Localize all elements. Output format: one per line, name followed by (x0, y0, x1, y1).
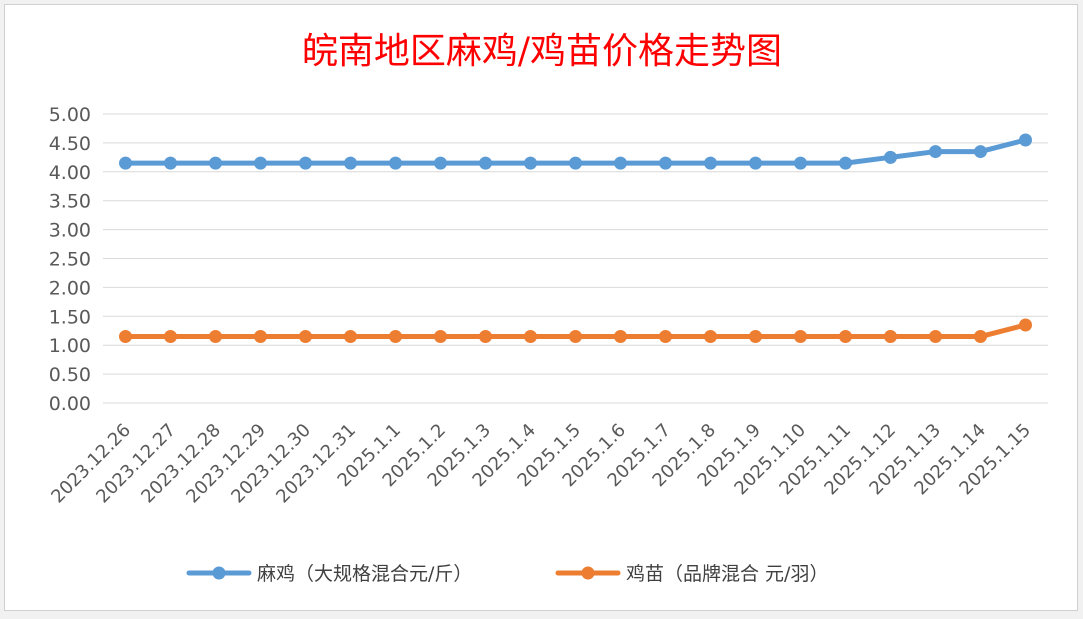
y-tick-label: 2.00 (49, 277, 91, 299)
data-point[interactable] (704, 156, 717, 170)
legend-item[interactable]: 麻鸡（大规格混合元/斤） (186, 563, 472, 585)
data-point[interactable] (569, 330, 582, 344)
x-axis-ticks: 2023.12.262023.12.272023.12.282023.12.29… (47, 420, 1035, 508)
data-point[interactable] (884, 330, 897, 344)
data-point[interactable] (209, 156, 222, 170)
y-tick-label: 1.50 (49, 306, 91, 328)
data-point[interactable] (389, 156, 402, 170)
series-2 (119, 318, 1032, 344)
data-point[interactable] (299, 156, 312, 170)
data-point[interactable] (479, 330, 492, 344)
y-axis-ticks: 0.00 0.50 1.00 1.50 2.00 2.50 3.00 3.50 4.00 4.50… (49, 104, 91, 415)
y-tick-label: 4.50 (49, 133, 91, 155)
data-point[interactable] (884, 150, 897, 164)
y-tick-label: 3.00 (49, 220, 91, 242)
data-point[interactable] (704, 330, 717, 344)
data-point[interactable] (794, 330, 807, 344)
data-point[interactable] (524, 330, 537, 344)
data-point[interactable] (749, 156, 762, 170)
data-point[interactable] (839, 156, 852, 170)
data-point[interactable] (344, 156, 357, 170)
data-point[interactable] (524, 156, 537, 170)
data-point[interactable] (749, 330, 762, 344)
data-point[interactable] (434, 156, 447, 170)
legend-label: 鸡苗（品牌混合 元/羽） (626, 563, 828, 585)
data-point[interactable] (254, 156, 267, 170)
data-point[interactable] (164, 330, 177, 344)
y-tick-label: 5.00 (49, 104, 91, 126)
data-point[interactable] (209, 330, 222, 344)
data-point[interactable] (1019, 318, 1032, 332)
chart-area[interactable]: 皖南地区麻鸡/鸡苗价格走势图 0.00 0.50 1.00 1.50 2.00 2.50 3… (4, 4, 1078, 611)
legend-marker (212, 566, 226, 580)
data-point[interactable] (974, 145, 987, 159)
data-point[interactable] (839, 330, 852, 344)
legend-label: 麻鸡（大规格混合元/斤） (257, 563, 472, 585)
data-point[interactable] (164, 156, 177, 170)
data-point[interactable] (659, 156, 672, 170)
y-tick-label: 4.00 (49, 162, 91, 184)
series-1 (119, 133, 1032, 170)
chart-title: 皖南地区麻鸡/鸡苗价格走势图 (302, 31, 782, 72)
line-chart: 皖南地区麻鸡/鸡苗价格走势图 0.00 0.50 1.00 1.50 2.00 2.50 3… (47, 31, 1048, 585)
y-tick-label: 3.50 (49, 191, 91, 213)
y-tick-label: 1.00 (49, 335, 91, 357)
y-tick-label: 2.50 (49, 249, 91, 271)
data-point[interactable] (119, 156, 132, 170)
y-tick-label: 0.00 (49, 393, 91, 415)
data-point[interactable] (254, 330, 267, 344)
data-point[interactable] (119, 330, 132, 344)
data-point[interactable] (614, 330, 627, 344)
legend-marker (581, 566, 595, 580)
data-point[interactable] (479, 156, 492, 170)
gridlines (103, 113, 1048, 404)
data-point[interactable] (929, 330, 942, 344)
data-point[interactable] (929, 145, 942, 159)
data-point[interactable] (659, 330, 672, 344)
legend-item[interactable]: 鸡苗（品牌混合 元/羽） (555, 563, 828, 585)
data-point[interactable] (344, 330, 357, 344)
data-point[interactable] (299, 330, 312, 344)
data-point[interactable] (614, 156, 627, 170)
series-layer (119, 133, 1032, 344)
data-point[interactable] (974, 330, 987, 344)
data-point[interactable] (434, 330, 447, 344)
legend[interactable]: 麻鸡（大规格混合元/斤） 鸡苗（品牌混合 元/羽） (186, 563, 828, 585)
data-point[interactable] (569, 156, 582, 170)
y-tick-label: 0.50 (49, 364, 91, 386)
data-point[interactable] (389, 330, 402, 344)
data-point[interactable] (794, 156, 807, 170)
data-point[interactable] (1019, 133, 1032, 147)
